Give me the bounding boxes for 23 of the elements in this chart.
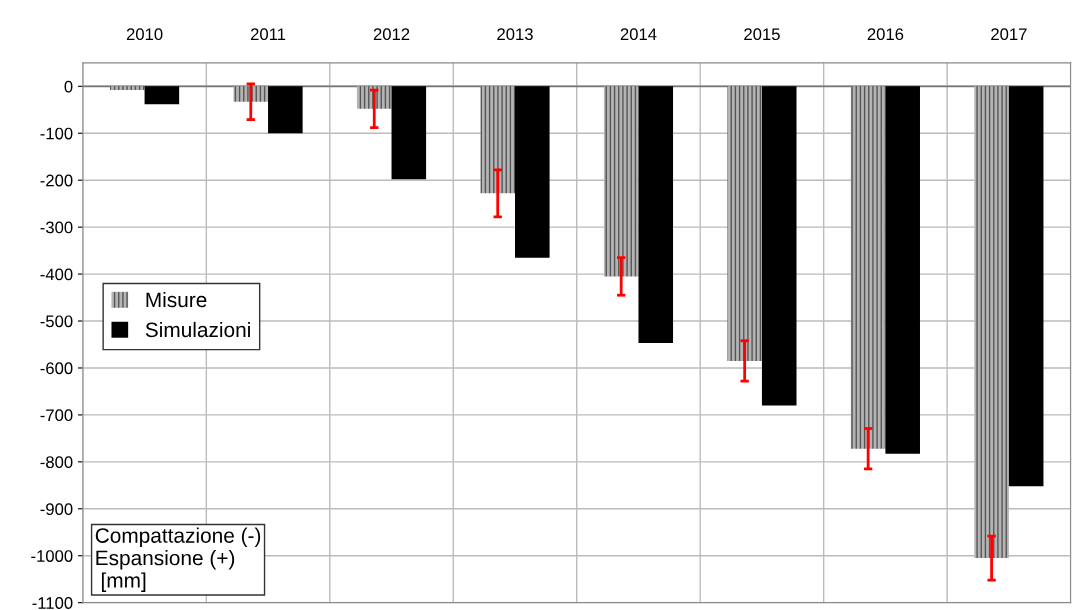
y-tick-label: 0 xyxy=(64,80,73,93)
legend-label: Misure xyxy=(146,291,207,308)
y-tick-label: -700 xyxy=(40,409,73,422)
y-tick-label: -100 xyxy=(40,127,73,140)
y-tick-label: -1100 xyxy=(32,597,73,609)
y-tick-label: -400 xyxy=(40,268,73,281)
y-tick-label: -200 xyxy=(40,174,73,187)
x-tick-label: 2014 xyxy=(620,28,657,41)
x-tick-label: 2016 xyxy=(867,28,904,41)
x-tick-label: 2015 xyxy=(744,28,780,41)
x-tick-label: 2017 xyxy=(991,28,1027,41)
x-tick-label: 2012 xyxy=(373,28,410,41)
annotation: Compattazione (-) Espansione (+) [mm] xyxy=(95,527,261,592)
x-tick-label: 2013 xyxy=(497,28,533,41)
y-tick-label: -1000 xyxy=(31,550,73,562)
y-tick-label: -500 xyxy=(40,315,73,328)
y-tick-label: -600 xyxy=(40,362,73,375)
legend-label: Simulazioni xyxy=(145,321,250,338)
y-tick-label: -800 xyxy=(40,456,73,469)
x-tick-label: 2010 xyxy=(126,28,163,41)
y-tick-label: -900 xyxy=(40,503,73,515)
y-tick-label: -300 xyxy=(40,221,73,234)
x-tick-label: 2011 xyxy=(250,28,286,41)
